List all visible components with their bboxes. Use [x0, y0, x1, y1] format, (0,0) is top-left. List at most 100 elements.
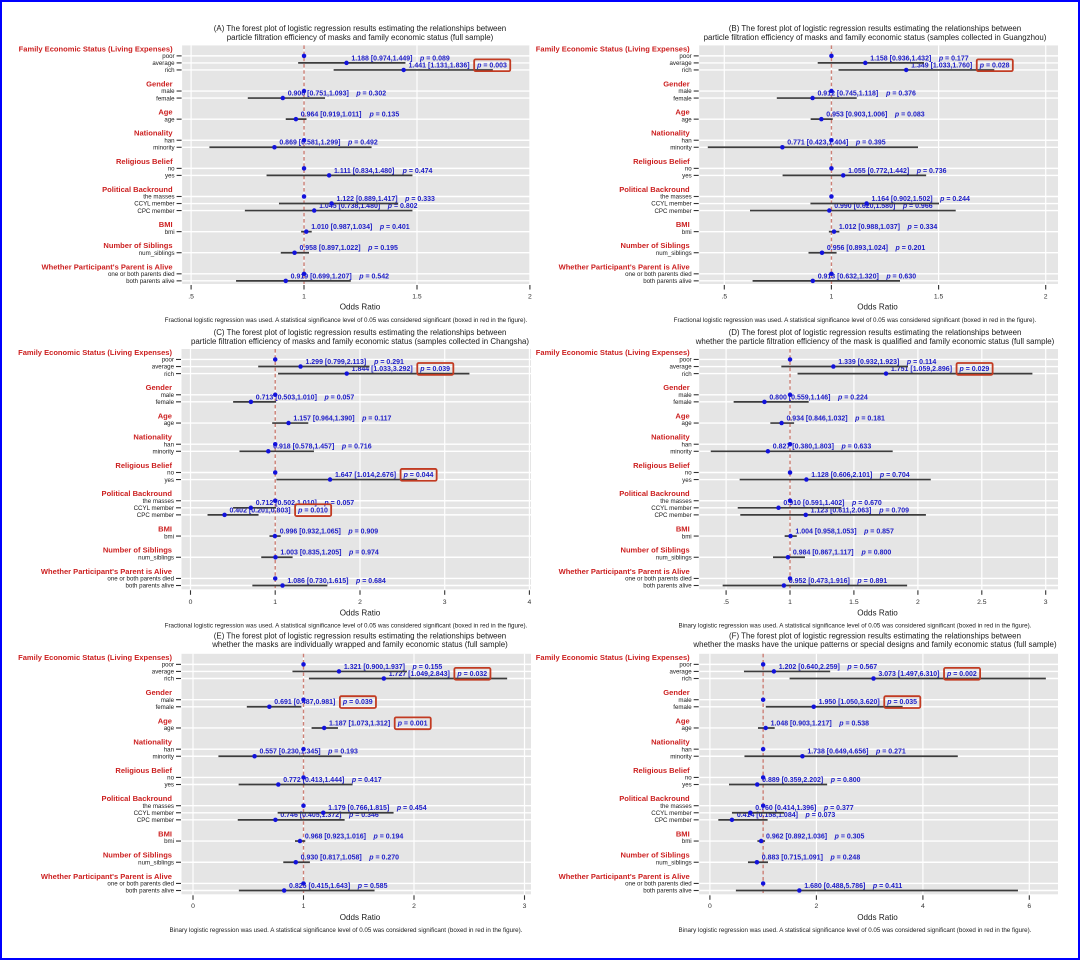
svg-text:han: han: [681, 137, 692, 144]
svg-text:2: 2: [528, 294, 532, 301]
svg-text:p = 0.800: p = 0.800: [861, 550, 892, 557]
svg-text:female: female: [673, 95, 692, 102]
svg-text:1.727 [1.049,2.843]: 1.727 [1.049,2.843]: [389, 671, 450, 678]
svg-text:Nationality: Nationality: [134, 129, 173, 138]
svg-text:0.984 [0.867,1.117]: 0.984 [0.867,1.117]: [793, 550, 854, 557]
svg-text:Age: Age: [675, 108, 689, 117]
svg-text:p = 0.028: p = 0.028: [979, 62, 1010, 69]
svg-text:bmi: bmi: [164, 838, 174, 845]
svg-text:1.086 [0.730,1.615]: 1.086 [0.730,1.615]: [287, 578, 348, 585]
svg-text:p = 0.567: p = 0.567: [846, 664, 877, 671]
svg-text:Nationality: Nationality: [133, 433, 172, 442]
svg-text:1.111 [0.834,1.480]: 1.111 [0.834,1.480]: [334, 168, 394, 175]
svg-text:p = 0.083: p = 0.083: [894, 112, 925, 119]
svg-text:han: han: [164, 746, 175, 753]
svg-text:minority: minority: [670, 753, 692, 760]
svg-text:female: female: [673, 704, 692, 711]
svg-text:p = 0.585: p = 0.585: [357, 883, 388, 890]
svg-text:Gender: Gender: [663, 80, 689, 89]
svg-text:0: 0: [189, 599, 193, 606]
svg-text:male: male: [678, 88, 692, 95]
svg-text:whether the masks have the uni: whether the masks have the unique patter…: [692, 640, 1057, 649]
svg-text:p = 0.630: p = 0.630: [885, 273, 916, 280]
svg-text:bmi: bmi: [165, 229, 175, 236]
svg-text:rich: rich: [682, 67, 692, 74]
svg-text:0.934 [0.846,1.032]: 0.934 [0.846,1.032]: [786, 415, 847, 422]
svg-text:Religious Belief: Religious Belief: [633, 766, 690, 775]
svg-text:Binary logistic regression was: Binary logistic regression was used. A s…: [679, 927, 1032, 934]
svg-text:0.883 [0.715,1.091]: 0.883 [0.715,1.091]: [762, 855, 823, 862]
svg-text:Political Backround: Political Backround: [102, 794, 173, 803]
svg-text:1.5: 1.5: [934, 294, 944, 301]
svg-text:0.772 [0.413,1.444]: 0.772 [0.413,1.444]: [283, 777, 344, 784]
svg-text:1: 1: [302, 903, 306, 910]
svg-text:no: no: [167, 470, 174, 477]
svg-text:Political Backround: Political Backround: [102, 185, 173, 194]
svg-text:age: age: [681, 420, 692, 427]
svg-text:poor: poor: [679, 357, 691, 364]
svg-text:1.045 [0.738,1.480]: 1.045 [0.738,1.480]: [319, 203, 380, 210]
svg-text:Nationality: Nationality: [133, 738, 172, 747]
svg-text:one or both parents died: one or both parents died: [625, 271, 692, 278]
svg-text:rich: rich: [682, 371, 692, 378]
svg-text:CPC member: CPC member: [137, 817, 174, 824]
svg-text:minority: minority: [153, 144, 175, 151]
svg-text:p = 0.334: p = 0.334: [907, 224, 938, 231]
svg-text:1.680 [0.488,5.786]: 1.680 [0.488,5.786]: [804, 883, 865, 890]
svg-text:0.952 [0.473,1.916]: 0.952 [0.473,1.916]: [789, 578, 850, 585]
svg-text:p = 0.135: p = 0.135: [368, 112, 399, 119]
svg-text:no: no: [685, 470, 692, 477]
svg-text:CCYL member: CCYL member: [651, 810, 691, 817]
svg-text:minority: minority: [670, 449, 692, 456]
svg-text:0.771 [0.423,1.404]: 0.771 [0.423,1.404]: [787, 140, 848, 147]
svg-text:Religious Belief: Religious Belief: [633, 461, 690, 470]
svg-text:0.964 [0.919,1.011]: 0.964 [0.919,1.011]: [301, 112, 362, 119]
svg-text:p = 0.117: p = 0.117: [361, 415, 391, 422]
svg-text:Religious Belief: Religious Belief: [116, 157, 173, 166]
svg-text:p = 0.155: p = 0.155: [412, 664, 443, 671]
svg-text:age: age: [164, 116, 175, 123]
svg-text:0.956 [0.893,1.024]: 0.956 [0.893,1.024]: [827, 245, 888, 252]
svg-text:age: age: [681, 116, 692, 123]
svg-text:1.950 [1.050,3.620]: 1.950 [1.050,3.620]: [819, 699, 880, 706]
svg-text:male: male: [161, 88, 175, 95]
svg-text:Fractional logistic regression: Fractional logistic regression was used.…: [165, 317, 528, 324]
svg-text:p = 0.224: p = 0.224: [837, 394, 868, 401]
svg-text:p = 0.181: p = 0.181: [854, 415, 885, 422]
svg-text:Fractional logistic regression: Fractional logistic regression was used.…: [674, 317, 1037, 324]
svg-text:p = 0.271: p = 0.271: [875, 749, 906, 756]
svg-text:1.187 [1.073,1.312]: 1.187 [1.073,1.312]: [329, 720, 390, 727]
svg-text:Political Backround: Political Backround: [619, 489, 690, 498]
svg-text:p = 0.417: p = 0.417: [351, 777, 382, 784]
svg-text:age: age: [681, 725, 692, 732]
svg-text:p = 0.010: p = 0.010: [297, 507, 328, 514]
svg-text:p = 0.802: p = 0.802: [387, 203, 418, 210]
svg-text:BMI: BMI: [676, 525, 690, 534]
svg-text:p = 0.704: p = 0.704: [879, 472, 910, 479]
svg-text:CCYL member: CCYL member: [134, 201, 174, 208]
svg-text:bmi: bmi: [682, 838, 692, 845]
svg-text:male: male: [161, 697, 175, 704]
svg-text:yes: yes: [682, 173, 692, 180]
svg-text:yes: yes: [682, 782, 692, 789]
svg-text:p = 0.194: p = 0.194: [373, 833, 404, 840]
svg-text:p = 0.057: p = 0.057: [323, 394, 354, 401]
svg-text:Age: Age: [158, 716, 172, 725]
svg-text:p = 0.039: p = 0.039: [419, 366, 450, 373]
svg-text:p = 0.684: p = 0.684: [355, 578, 386, 585]
svg-text:one or both parents died: one or both parents died: [107, 576, 174, 583]
svg-text:Gender: Gender: [146, 383, 172, 392]
svg-text:average: average: [669, 669, 692, 676]
svg-text:p = 0.177: p = 0.177: [938, 55, 969, 62]
svg-text:yes: yes: [164, 782, 174, 789]
svg-text:female: female: [156, 95, 175, 102]
svg-text:0.825 [0.415,1.643]: 0.825 [0.415,1.643]: [289, 883, 350, 890]
svg-text:Odds Ratio: Odds Ratio: [857, 913, 898, 922]
svg-text:1: 1: [273, 599, 277, 606]
svg-text:1.164 [0.902,1.502]: 1.164 [0.902,1.502]: [871, 196, 932, 203]
svg-text:CPC member: CPC member: [137, 512, 174, 519]
svg-text:han: han: [681, 441, 692, 448]
svg-text:Whether Participant's Parent i: Whether Participant's Parent is Alive: [559, 872, 690, 881]
svg-text:poor: poor: [162, 53, 174, 60]
svg-text:both parents alive: both parents alive: [126, 278, 175, 285]
